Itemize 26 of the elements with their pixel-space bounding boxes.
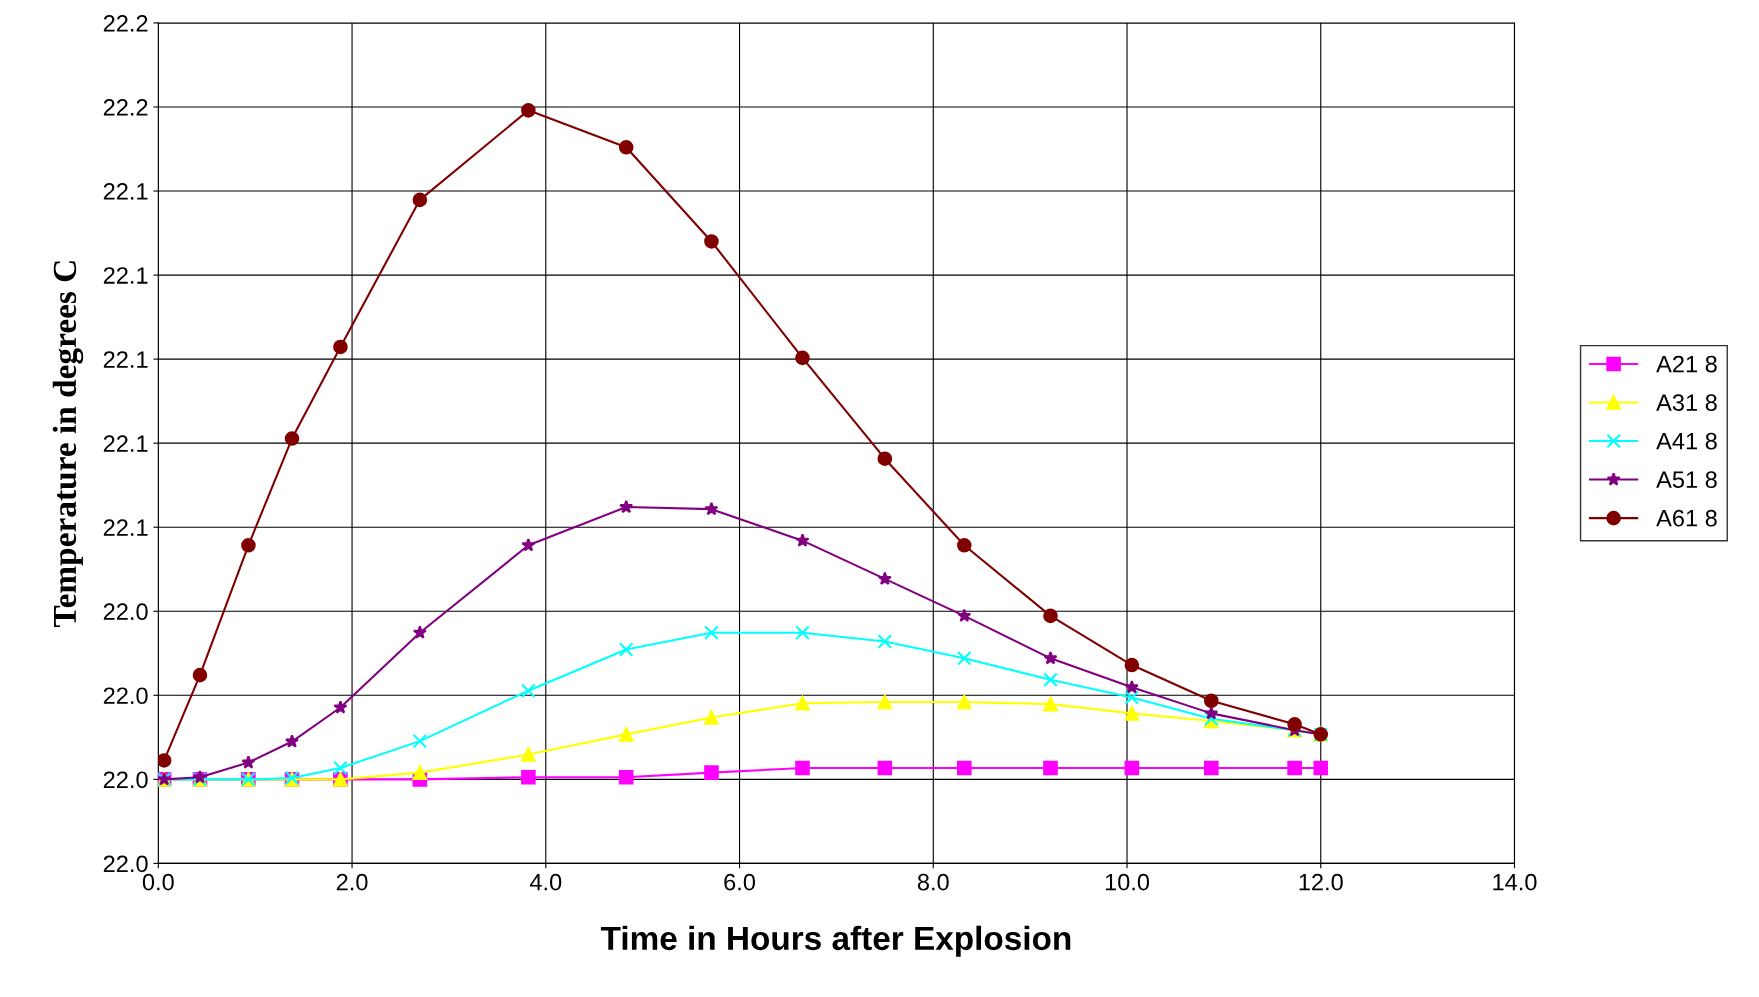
y-tick-label: 22.0 <box>103 687 148 705</box>
y-tick-label: 22.0 <box>103 603 148 621</box>
y-tick-label: 22.2 <box>103 15 148 32</box>
x-tick-label: 8.0 <box>917 873 949 891</box>
y-tick-label: 22.1 <box>103 183 148 200</box>
legend-label: A41 8 <box>1656 432 1717 450</box>
x-tick-label: 12.0 <box>1299 873 1343 891</box>
x-tick-label: 10.0 <box>1105 873 1150 891</box>
y-tick-label: 22.0 <box>103 771 148 789</box>
legend-label: A31 8 <box>1656 394 1717 411</box>
y-tick-label: 22.1 <box>103 519 148 536</box>
x-tick-label: 6.0 <box>724 873 756 891</box>
y-tick-label: 22.2 <box>103 99 148 116</box>
x-axis-title: Time in Hours after Explosion <box>600 925 1071 957</box>
y-tick-label: 22.1 <box>103 267 148 284</box>
y-axis-title: Temperature in degrees C <box>52 261 84 628</box>
x-tick-label: 0.0 <box>142 873 174 891</box>
legend-label: A61 8 <box>1656 509 1717 527</box>
x-tick-label: 2.0 <box>336 873 368 891</box>
legend-label: A51 8 <box>1656 471 1717 489</box>
x-tick-label: 4.0 <box>529 873 562 891</box>
legend-label: A21 8 <box>1656 355 1717 373</box>
x-tick-label: 14.0 <box>1493 873 1537 891</box>
y-tick-label: 22.0 <box>103 855 148 873</box>
y-tick-label: 22.1 <box>103 435 148 452</box>
y-tick-label: 22.1 <box>103 351 148 368</box>
